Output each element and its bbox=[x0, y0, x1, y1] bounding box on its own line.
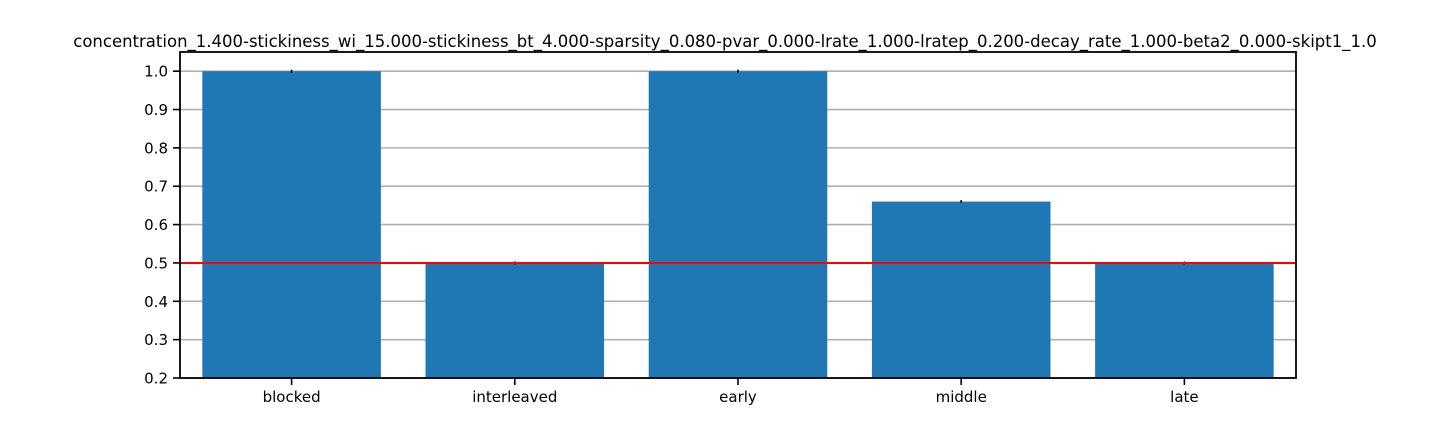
bar-late bbox=[1095, 262, 1274, 378]
y-tick-label: 0.6 bbox=[144, 216, 168, 234]
bar-blocked bbox=[202, 71, 381, 379]
bar-early bbox=[648, 71, 828, 379]
bars-layer bbox=[202, 69, 1274, 379]
y-tick-label: 0.9 bbox=[144, 101, 168, 119]
bar-interleaved bbox=[425, 262, 605, 378]
bar-middle bbox=[871, 201, 1051, 378]
y-tick-label: 0.4 bbox=[144, 293, 168, 311]
x-tick-label-blocked: blocked bbox=[263, 388, 321, 406]
x-tick-label-interleaved: interleaved bbox=[472, 388, 557, 406]
chart-title: concentration_1.400-stickiness_wi_15.000… bbox=[73, 32, 1376, 52]
y-tick-label: 1.0 bbox=[144, 63, 168, 81]
x-tick-label-early: early bbox=[719, 388, 757, 406]
y-tick-label: 0.8 bbox=[144, 139, 168, 157]
x-tick-label-late: late bbox=[1170, 388, 1198, 406]
y-tick-label: 0.5 bbox=[144, 254, 168, 272]
y-tick-label: 0.7 bbox=[144, 178, 168, 196]
y-tick-label: 0.3 bbox=[144, 331, 168, 349]
x-ticks-layer: blocked interleaved early middle late bbox=[263, 378, 1199, 406]
y-ticks-layer: 0.2 0.3 0.4 0.5 0.6 0.7 0.8 0.9 1.0 bbox=[144, 63, 180, 388]
x-tick-label-middle: middle bbox=[936, 388, 987, 406]
y-tick-label: 0.2 bbox=[144, 370, 168, 388]
